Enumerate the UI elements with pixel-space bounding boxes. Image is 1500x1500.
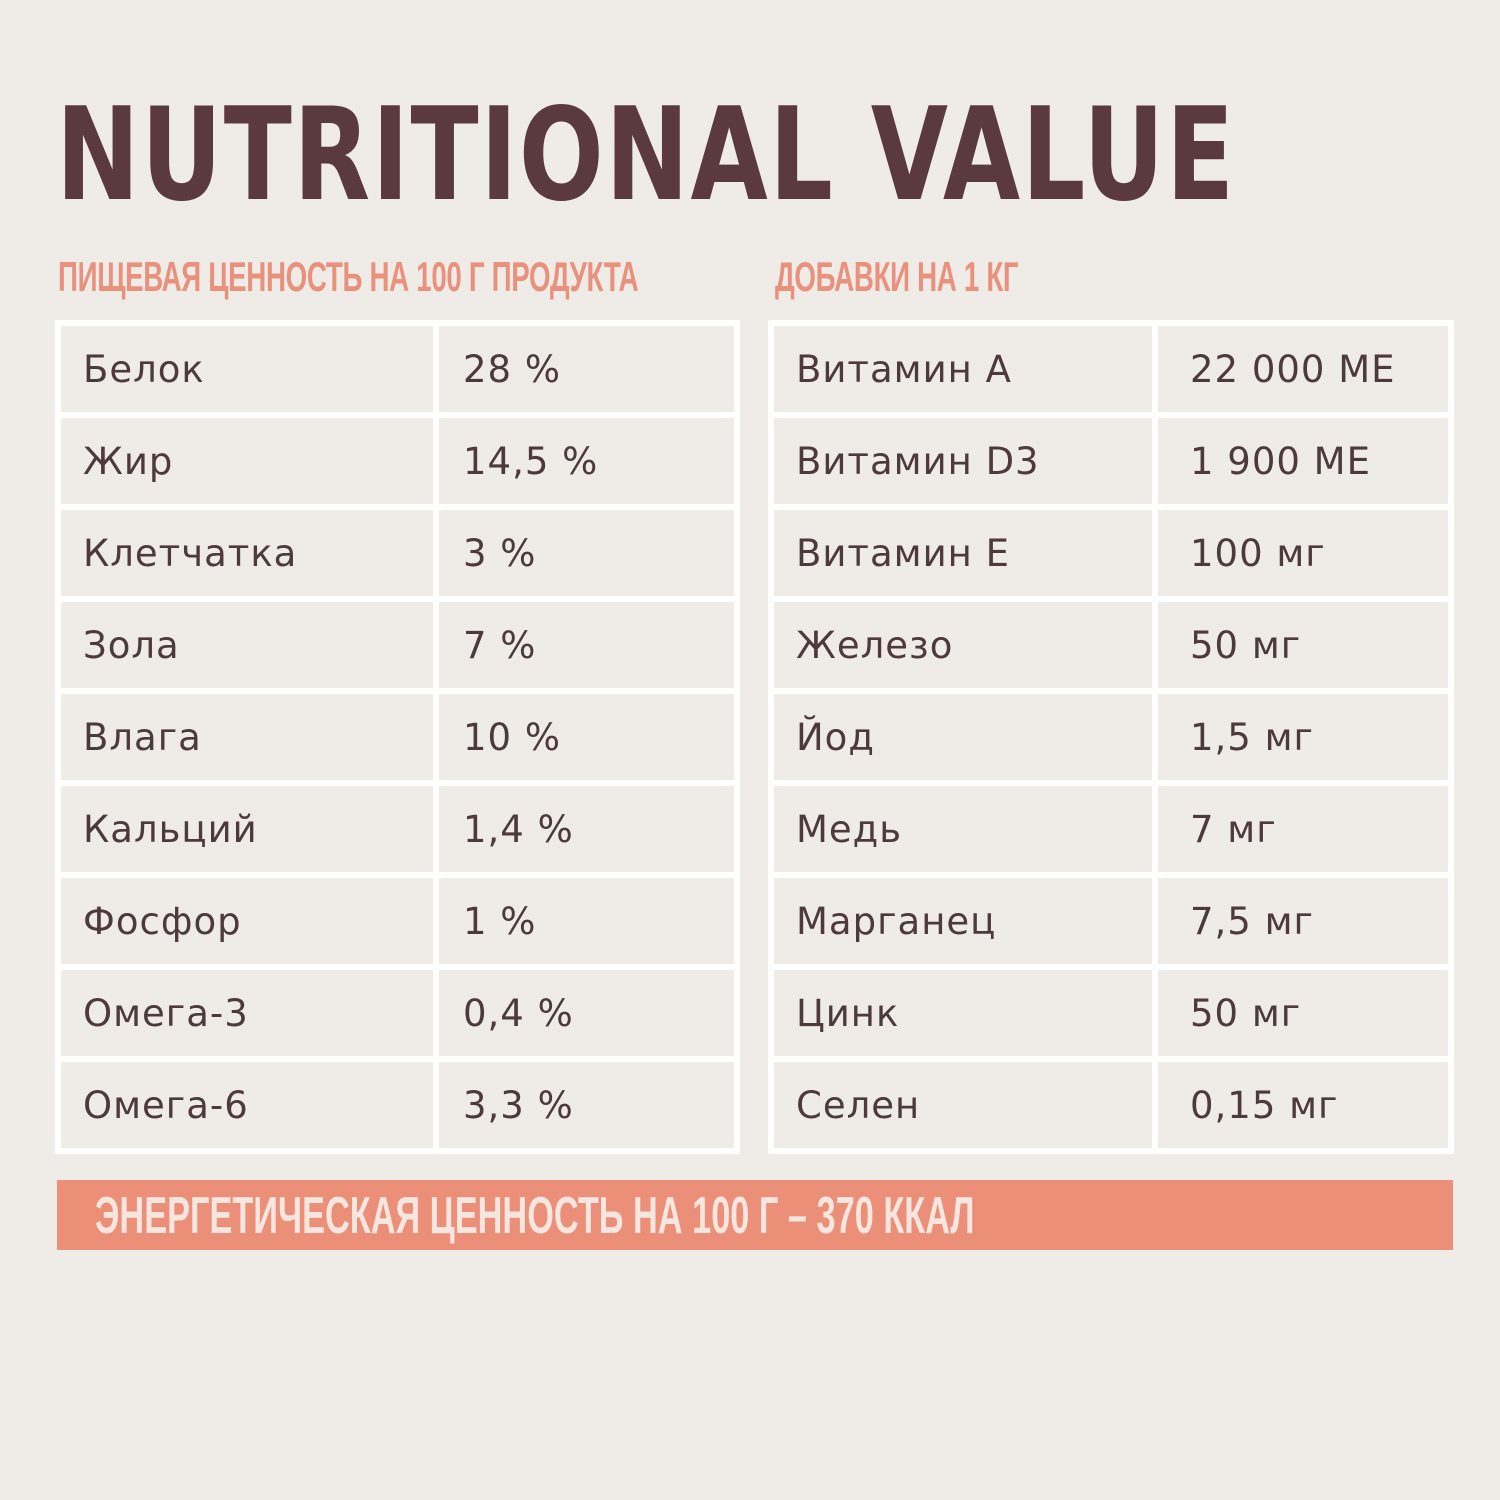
additive-name: Витамин D3 — [774, 418, 1152, 504]
additive-value: 0,15 мг — [1158, 1062, 1448, 1148]
additive-name: Йод — [774, 694, 1152, 780]
nutrient-name: Клетчатка — [61, 510, 433, 596]
nutrient-name: Зола — [61, 602, 433, 688]
additive-name: Селен — [774, 1062, 1152, 1148]
nutrient-value: 3,3 % — [439, 1062, 734, 1148]
nutrient-name: Влага — [61, 694, 433, 780]
nutrient-value: 1 % — [439, 878, 734, 964]
additive-name: Железо — [774, 602, 1152, 688]
additives-heading: ДОБАВКИ НА 1 КГ — [775, 253, 1019, 300]
additive-value: 22 000 МЕ — [1158, 326, 1448, 412]
nutrition-table: Белок 28 % Жир 14,5 % Клетчатка 3 % Зола… — [55, 320, 740, 1154]
nutrient-name: Омега-6 — [61, 1062, 433, 1148]
nutrient-value: 0,4 % — [439, 970, 734, 1056]
additive-value: 7 мг — [1158, 786, 1448, 872]
additive-value: 7,5 мг — [1158, 878, 1448, 964]
nutrient-value: 10 % — [439, 694, 734, 780]
additive-value: 1,5 мг — [1158, 694, 1448, 780]
nutrient-value: 7 % — [439, 602, 734, 688]
page-title: NUTRITIONAL VALUE — [56, 81, 1236, 230]
nutrient-value: 28 % — [439, 326, 734, 412]
additive-name: Марганец — [774, 878, 1152, 964]
additives-table: Витамин А 22 000 МЕ Витамин D3 1 900 МЕ … — [768, 320, 1454, 1154]
additive-name: Витамин А — [774, 326, 1152, 412]
nutrient-name: Белок — [61, 326, 433, 412]
nutrient-value: 1,4 % — [439, 786, 734, 872]
energy-value-text: ЭНЕРГЕТИЧЕСКАЯ ЦЕННОСТЬ НА 100 Г – 370 К… — [95, 1187, 975, 1245]
nutrient-name: Жир — [61, 418, 433, 504]
nutrient-value: 3 % — [439, 510, 734, 596]
energy-banner: ЭНЕРГЕТИЧЕСКАЯ ЦЕННОСТЬ НА 100 Г – 370 К… — [57, 1180, 1453, 1250]
additive-value: 1 900 МЕ — [1158, 418, 1448, 504]
nutrition-heading: ПИЩЕВАЯ ЦЕННОСТЬ НА 100 Г ПРОДУКТА — [58, 253, 639, 300]
additive-name: Витамин Е — [774, 510, 1152, 596]
additive-value: 50 мг — [1158, 602, 1448, 688]
nutrient-value: 14,5 % — [439, 418, 734, 504]
nutrient-name: Омега-3 — [61, 970, 433, 1056]
additive-value: 100 мг — [1158, 510, 1448, 596]
additive-value: 50 мг — [1158, 970, 1448, 1056]
nutrient-name: Кальций — [61, 786, 433, 872]
additive-name: Медь — [774, 786, 1152, 872]
additive-name: Цинк — [774, 970, 1152, 1056]
nutrient-name: Фосфор — [61, 878, 433, 964]
